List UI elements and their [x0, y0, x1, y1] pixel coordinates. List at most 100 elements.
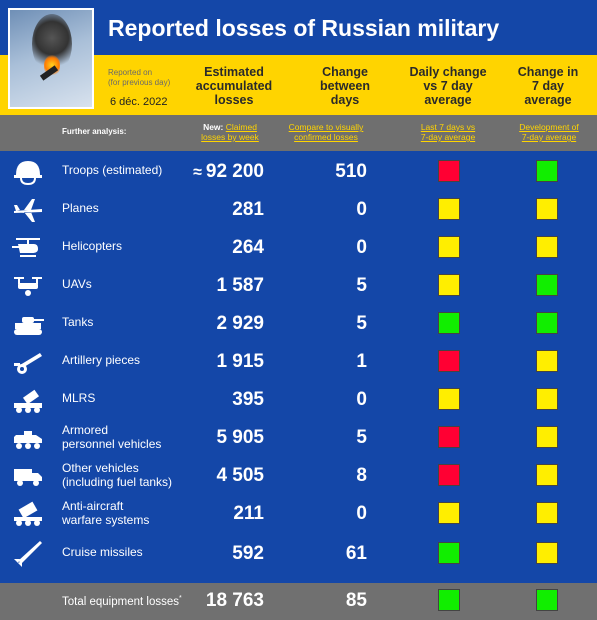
trend-indicator: [536, 502, 558, 524]
table-row: Artillery pieces 1 915 1: [0, 343, 597, 379]
analysis-band: [0, 115, 597, 151]
table-row: Armored personnel vehicles 5 905 5: [0, 419, 597, 455]
tank-icon: [12, 309, 44, 337]
row-label: MLRS: [62, 391, 96, 405]
row-label: Tanks: [62, 315, 94, 329]
row-value: 264: [232, 237, 264, 258]
anti-aircraft-icon: [12, 499, 44, 527]
helmet-icon: [12, 157, 44, 186]
approx-sign: ≈: [193, 164, 202, 181]
table-row: Tanks 2 929 5: [0, 305, 597, 341]
row-change: 0: [356, 503, 367, 524]
daily-indicator: [438, 388, 460, 410]
table-row: UAVs 1 587 5: [0, 267, 597, 303]
artillery-icon: [12, 347, 44, 375]
row-value: 2 929: [216, 313, 264, 334]
daily-indicator: [438, 160, 460, 182]
table-row: Helicopters 264 0: [0, 229, 597, 265]
row-change: 5: [356, 313, 367, 334]
row-value: 211: [233, 503, 264, 524]
daily-indicator: [438, 464, 460, 486]
row-label: Anti-aircraft warfare systems: [62, 499, 150, 527]
trend-indicator: [536, 542, 558, 564]
missile-icon: [12, 539, 44, 567]
header-accumulated: Estimated accumulated losses: [195, 65, 273, 107]
row-change: 5: [356, 275, 367, 296]
total-value: 18 763: [205, 590, 264, 611]
apc-icon: [12, 423, 44, 451]
trend-indicator: [536, 312, 558, 334]
table-row: MLRS 395 0: [0, 381, 597, 417]
row-label: Armored personnel vehicles: [62, 423, 162, 451]
header-change-average: Change in 7 day average: [517, 65, 579, 107]
total-trend-indicator: [536, 589, 558, 611]
table-row: Planes 281 0: [0, 191, 597, 227]
daily-indicator: [438, 542, 460, 564]
row-value: 5 905: [216, 427, 264, 448]
total-daily-indicator: [438, 589, 460, 611]
row-label: Planes: [62, 201, 99, 215]
last-7-days-link[interactable]: Last 7 days vs 7-day average: [420, 122, 476, 142]
mlrs-icon: [12, 385, 44, 413]
table-row: Cruise missiles 592 61: [0, 535, 597, 571]
claimed-losses-link[interactable]: New: Claimed losses by week: [201, 122, 259, 142]
reported-on-label: Reported on (for previous day): [108, 68, 171, 87]
table-row: Other vehicles (including fuel tanks) 4 50…: [0, 457, 597, 493]
row-label: Helicopters: [62, 239, 123, 253]
row-value: 592: [232, 543, 264, 564]
table-row: Troops (estimated) ≈92 200 510: [0, 153, 597, 189]
helicopter-icon: [12, 233, 44, 261]
trend-indicator: [536, 198, 558, 220]
row-label: Other vehicles (including fuel tanks): [62, 461, 173, 489]
trend-indicator: [536, 350, 558, 372]
daily-indicator: [438, 274, 460, 296]
row-value: 1 915: [216, 351, 264, 372]
daily-indicator: [438, 236, 460, 258]
development-link[interactable]: Development of 7-day average: [519, 122, 579, 142]
row-change: 61: [345, 543, 367, 564]
row-change: 0: [356, 237, 367, 258]
page-title: Reported losses of Russian military: [108, 15, 500, 41]
trend-indicator: [536, 464, 558, 486]
daily-indicator: [438, 502, 460, 524]
trend-indicator: [536, 160, 558, 182]
daily-indicator: [438, 350, 460, 372]
row-label: UAVs: [62, 277, 92, 291]
row-change: 5: [356, 427, 367, 448]
row-value: 4 505: [216, 465, 264, 486]
header-bar: [0, 0, 597, 55]
report-date: 6 déc. 2022: [110, 96, 168, 108]
truck-icon: [12, 461, 44, 489]
total-change: 85: [345, 590, 367, 611]
row-label: Troops (estimated): [62, 163, 163, 177]
compare-confirmed-link[interactable]: Compare to visually confirmed losses: [288, 122, 364, 142]
column-header-band: [0, 55, 597, 115]
row-value: 395: [232, 389, 264, 410]
row-change: 510: [335, 161, 367, 182]
total-band: [0, 583, 597, 620]
header-change-days: Change between days: [319, 65, 370, 107]
header-photo: [8, 8, 94, 109]
daily-indicator: [438, 426, 460, 448]
total-label: Total equipment losses*: [62, 595, 182, 608]
plane-icon: [12, 195, 44, 223]
row-value: 281: [232, 199, 264, 220]
drone-icon: [12, 271, 44, 299]
table-row: Anti-aircraft warfare systems 211 0: [0, 495, 597, 531]
trend-indicator: [536, 388, 558, 410]
row-change: 8: [356, 465, 367, 486]
trend-indicator: [536, 236, 558, 258]
daily-indicator: [438, 198, 460, 220]
further-analysis-label: Further analysis:: [62, 127, 127, 136]
row-change: 0: [356, 199, 367, 220]
daily-indicator: [438, 312, 460, 334]
row-value: 1 587: [216, 275, 264, 296]
row-label: Cruise missiles: [62, 545, 143, 559]
row-label: Artillery pieces: [62, 353, 141, 367]
trend-indicator: [536, 426, 558, 448]
header-daily-vs-average: Daily change vs 7 day average: [409, 65, 487, 107]
row-value: ≈92 200: [193, 161, 264, 182]
trend-indicator: [536, 274, 558, 296]
row-change: 1: [356, 351, 367, 372]
